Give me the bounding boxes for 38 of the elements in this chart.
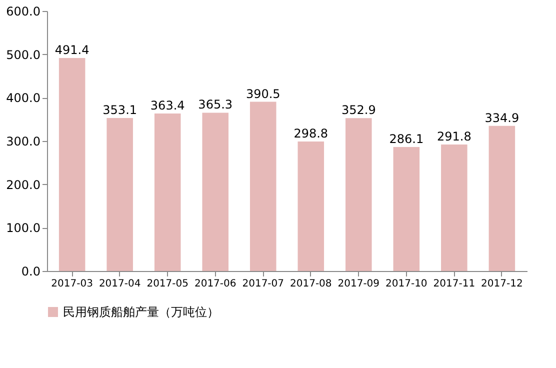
data-label: 353.1	[102, 102, 138, 117]
data-label: 390.5	[246, 86, 280, 101]
bar	[346, 118, 372, 271]
y-tick-label: 600.0	[6, 4, 40, 18]
x-tick-label: 2017-12	[481, 278, 523, 290]
bar	[298, 142, 324, 271]
bar	[106, 118, 133, 271]
data-label: 291.8	[436, 130, 472, 144]
x-tick-label: 2017-04	[98, 278, 141, 290]
y-tick-label: 400.0	[6, 91, 40, 106]
x-tick-label: 2017-08	[290, 278, 332, 290]
x-tick-label: 2017-09	[338, 278, 380, 290]
bar	[202, 112, 228, 271]
x-tick-label: 2017-07	[242, 278, 284, 290]
data-label: 334.9	[484, 110, 520, 125]
y-tick-label: 0.0	[21, 264, 40, 278]
data-label: 352.9	[341, 103, 376, 118]
bar	[250, 102, 276, 271]
data-label: 298.8	[294, 126, 328, 141]
y-tick-label: 200.0	[6, 178, 40, 192]
x-tick-label: 2017-10	[386, 278, 428, 290]
data-label: 365.3	[198, 98, 233, 112]
bar	[393, 147, 420, 271]
y-tick-label: 300.0	[6, 134, 40, 148]
y-tick-label: 500.0	[6, 48, 40, 62]
y-tick-label: 100.0	[6, 221, 40, 236]
data-label: 491.4	[54, 43, 90, 58]
x-tick-label: 2017-05	[146, 278, 188, 290]
bar	[488, 126, 516, 271]
x-tick-label: 2017-06	[194, 278, 236, 290]
data-label: 363.4	[150, 98, 185, 113]
x-tick-label: 2017-03	[51, 278, 93, 290]
bar	[58, 58, 86, 271]
bar	[154, 114, 181, 271]
data-label: 286.1	[389, 132, 424, 146]
bar	[441, 144, 468, 271]
x-tick-label: 2017-11	[433, 278, 476, 290]
legend-label: 民用钢质船舶产量（万吨位）	[63, 305, 219, 319]
